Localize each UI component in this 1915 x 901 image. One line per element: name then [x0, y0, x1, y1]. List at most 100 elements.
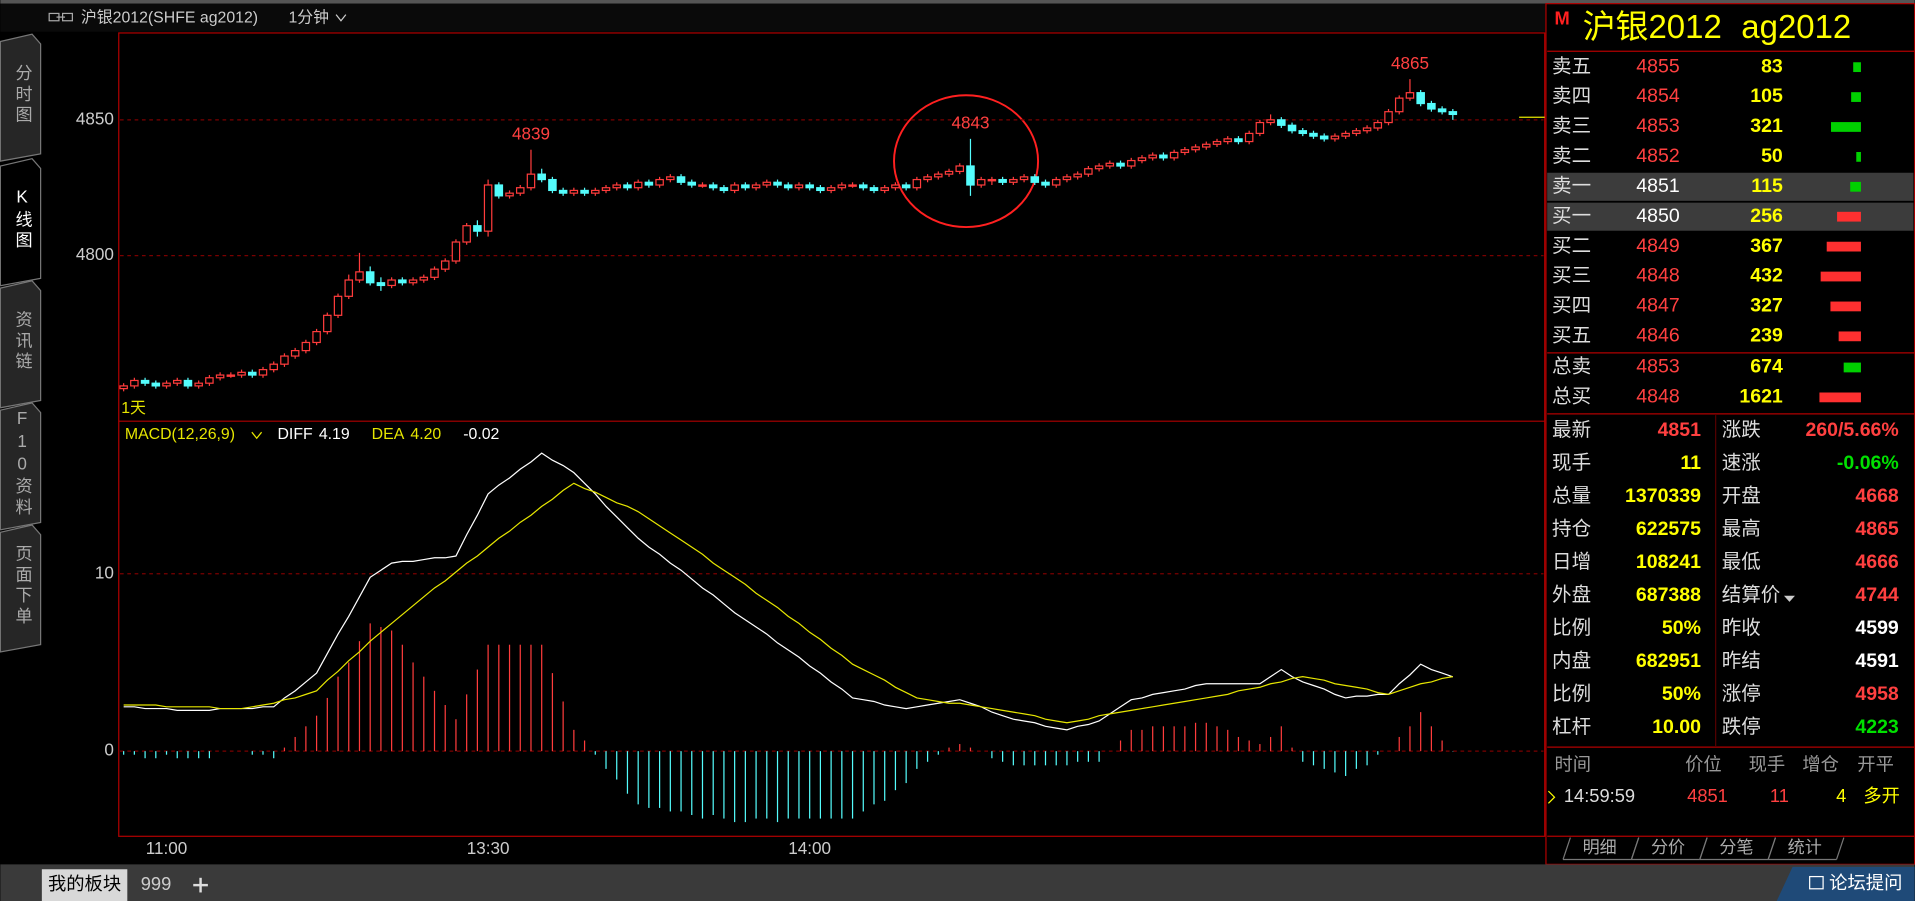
candle-body [1394, 97, 1404, 113]
sidebar-tab[interactable] [0, 33, 42, 162]
sidebar-tab[interactable] [0, 402, 42, 531]
candle-body [837, 184, 847, 189]
forum-button[interactable]: 论坛提问 [1829, 872, 1902, 893]
candle-body [1384, 111, 1393, 124]
candle-body [955, 165, 965, 173]
stat-label: 最低 [1722, 551, 1761, 573]
book-volume: 83 [1761, 55, 1783, 77]
candle-body [1159, 154, 1168, 159]
candle-body [591, 189, 600, 194]
stat-label[interactable]: 结算价 [1722, 584, 1781, 606]
x-tick-label: 14:00 [788, 839, 831, 858]
candle-body [1244, 132, 1254, 143]
candle-body [440, 260, 450, 270]
panel-tab-label[interactable]: 统计 [1788, 838, 1822, 857]
peak-label: 4839 [512, 125, 550, 144]
panel-tab[interactable] [1767, 837, 1845, 861]
volume-bar [1837, 211, 1861, 222]
book-price: 4851 [1636, 175, 1679, 197]
panel-tab-label[interactable]: 明细 [1583, 838, 1617, 857]
candle-body [601, 187, 611, 192]
sidebar-tab-label[interactable]: K线图 [13, 188, 33, 252]
stat-label: 涨停 [1722, 683, 1761, 705]
candle-body [1126, 159, 1136, 167]
candle-body [1341, 132, 1350, 137]
candle-body [1234, 138, 1243, 143]
tick-cell: 11 [1770, 785, 1789, 806]
book-label: 卖三 [1552, 115, 1591, 137]
book-volume: 256 [1750, 205, 1783, 227]
book-volume: 327 [1750, 295, 1783, 317]
candle-body [891, 184, 900, 189]
book-price: 4853 [1636, 356, 1679, 378]
sidebar-tab-label[interactable]: F10资料 [13, 409, 33, 518]
macd-chevron[interactable] [251, 431, 263, 440]
candle-body [859, 184, 868, 189]
sidebar-tab[interactable] [0, 280, 42, 409]
stat-label: 昨结 [1722, 650, 1761, 672]
candle-body [1298, 130, 1308, 135]
candle-body [1212, 140, 1222, 145]
board-tab-bg[interactable] [41, 869, 128, 901]
forum-icon[interactable] [1809, 875, 1824, 890]
stat-value: 4666 [1855, 551, 1899, 573]
panel-tab-label[interactable]: 分笔 [1719, 838, 1753, 857]
candle-body [1202, 143, 1211, 148]
stat-value: 108241 [1636, 551, 1701, 573]
stat-label: 开盘 [1722, 485, 1761, 507]
candle-body [869, 187, 879, 192]
candle-body [1448, 111, 1458, 116]
stat-value: 4958 [1855, 683, 1899, 705]
tick-cell: 4851 [1687, 785, 1728, 806]
candle-body [1041, 181, 1050, 186]
highlight-circle [893, 94, 1040, 229]
candle-body [741, 184, 750, 189]
panel-tab-label[interactable]: 分价 [1651, 838, 1685, 857]
candle-body [880, 187, 889, 192]
forum-button-bg[interactable] [1776, 866, 1915, 901]
book-price: 4853 [1636, 115, 1679, 137]
candle-body [1009, 178, 1018, 183]
sidebar-tab[interactable] [0, 524, 42, 653]
volume-bar [1850, 181, 1861, 192]
volume-bar [1838, 331, 1861, 342]
candle-body [1019, 176, 1029, 181]
candle-body [687, 181, 697, 186]
sidebar-tab-label[interactable]: 资讯链 [13, 311, 33, 373]
sidebar-tab-label[interactable]: 分时图 [13, 64, 33, 126]
book-price: 4855 [1636, 55, 1680, 77]
book-label: 总买 [1552, 386, 1591, 408]
candle-body [376, 282, 386, 287]
period-selector[interactable]: 1分钟 [288, 9, 329, 27]
candle-body [708, 184, 718, 189]
stat-value: 4851 [1658, 419, 1702, 441]
stat-label: 涨跌 [1722, 419, 1761, 441]
candle-body [730, 184, 739, 192]
candle-body [666, 176, 675, 181]
tick-column: 增仓 [1802, 753, 1839, 774]
top-border [0, 0, 1915, 4]
board-tab[interactable]: 我的板块 [48, 873, 121, 894]
book-volume: 432 [1750, 265, 1783, 287]
candle-body [1094, 165, 1104, 170]
tick-cell: 多开 [1863, 785, 1900, 806]
tick-column: 时间 [1555, 753, 1592, 774]
candle-body [333, 295, 343, 316]
settle-dropdown[interactable] [1783, 595, 1795, 602]
stat-value: 4668 [1855, 485, 1899, 507]
add-icon[interactable] [193, 877, 208, 893]
period-chevron[interactable] [335, 14, 347, 22]
board-code[interactable]: 999 [141, 873, 172, 894]
candle-body [1352, 130, 1361, 135]
candle-body [172, 379, 182, 384]
volume-bar [1856, 151, 1861, 162]
sidebar-tab[interactable] [0, 158, 42, 287]
candle-body [483, 184, 493, 232]
tick-column: 价位 [1685, 753, 1722, 774]
candle-body [1084, 168, 1093, 175]
stat-label: 昨收 [1722, 617, 1761, 639]
candle-body [162, 382, 171, 387]
sidebar-tab-label[interactable]: 页面下单 [13, 545, 33, 628]
